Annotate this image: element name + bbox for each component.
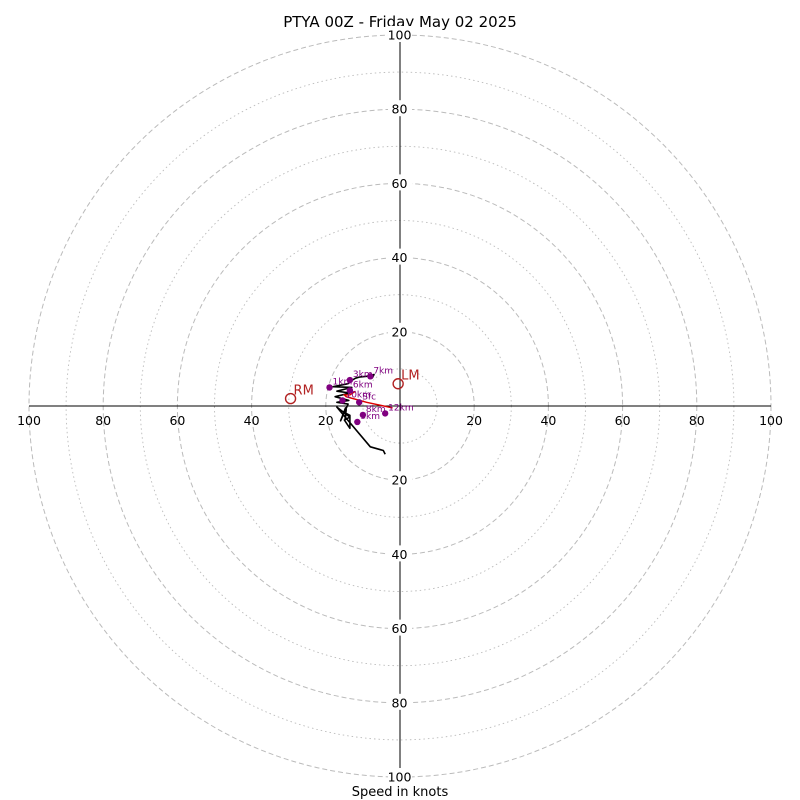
tick-label-bg: [388, 693, 412, 710]
tick-label-left: 60: [169, 413, 185, 428]
tick-label-up: 60: [392, 176, 408, 191]
axes: [29, 35, 771, 777]
height-point-label-12km: 12km: [388, 403, 413, 413]
tick-label-bg: [388, 100, 412, 117]
tick-label-left: 100: [17, 413, 41, 428]
tick-label-down: 60: [392, 621, 408, 636]
tick-label-right: 60: [615, 413, 631, 428]
tick-label-right: 40: [540, 413, 556, 428]
storm-motion-line: [342, 390, 393, 409]
height-point-Sfc: [355, 399, 363, 406]
height-point-10km: [339, 397, 346, 404]
height-point-12km: [381, 410, 389, 417]
height-point-label-Sfc: Sfc: [362, 392, 376, 402]
tick-label-down: 20: [392, 473, 408, 488]
tick-label-bg: [388, 471, 412, 488]
height-point-1km: [326, 384, 333, 391]
hodograph-line: [332, 373, 386, 455]
tick-label-bg: [388, 768, 412, 784]
height-point-6km: [346, 387, 354, 394]
tick-label-bg: [388, 26, 412, 42]
tick-label-bg: [388, 619, 412, 636]
height-point-3km: [346, 376, 354, 384]
storm-motion-marker-LM: [392, 378, 404, 390]
tick-label-left: 20: [318, 413, 334, 428]
tick-label-up: 80: [392, 102, 408, 117]
hodograph-lines: [332, 373, 393, 455]
height-point-label-10km: 10km: [345, 390, 370, 400]
tick-label-down: 40: [392, 547, 408, 562]
height-point-9km: [354, 418, 361, 426]
x-axis-label: Speed in knots: [352, 785, 449, 800]
height-point-7km: [367, 373, 374, 380]
height-point-label-8km: 8km: [366, 405, 386, 415]
tick-label-left: 80: [95, 413, 111, 428]
tick-label-left: 40: [244, 413, 260, 428]
storm-motion-markers: LM RM: [284, 369, 420, 405]
tick-label-down: 80: [392, 695, 408, 710]
height-point-label-6km: 6km: [353, 380, 373, 390]
chart-title: PTYA 00Z - Friday May 02 2025: [283, 13, 517, 31]
tick-label-bg: [388, 174, 412, 191]
tick-label-right: 100: [759, 413, 783, 428]
height-point-8km: [359, 411, 367, 419]
tick-label-bg: [388, 322, 412, 339]
tick-label-up: 20: [392, 324, 408, 339]
storm-motion-label-RM: RM: [294, 384, 314, 399]
height-point-label-7km: 7km: [373, 366, 393, 376]
tick-label-up: 40: [392, 250, 408, 265]
tick-label-up: 100: [388, 28, 412, 43]
storm-motion-marker-RM: [284, 392, 297, 405]
height-point-label-1km: 1km: [333, 377, 353, 387]
axis-tick-labels: 100 80 60 40 20 20 40 60 80 100 20 40 60 80 100 20 40 60 8…: [17, 26, 783, 785]
height-point-label-3km: 3km: [353, 370, 373, 380]
tick-label-bg: [388, 545, 412, 562]
tick-label-down: 100: [388, 770, 412, 785]
storm-motion-label-LM: LM: [401, 369, 419, 384]
tick-label-right: 80: [689, 413, 705, 428]
height-point-label-9km: 9km: [360, 412, 380, 422]
tick-label-right: 20: [466, 413, 482, 428]
tick-label-bg: [388, 248, 412, 265]
